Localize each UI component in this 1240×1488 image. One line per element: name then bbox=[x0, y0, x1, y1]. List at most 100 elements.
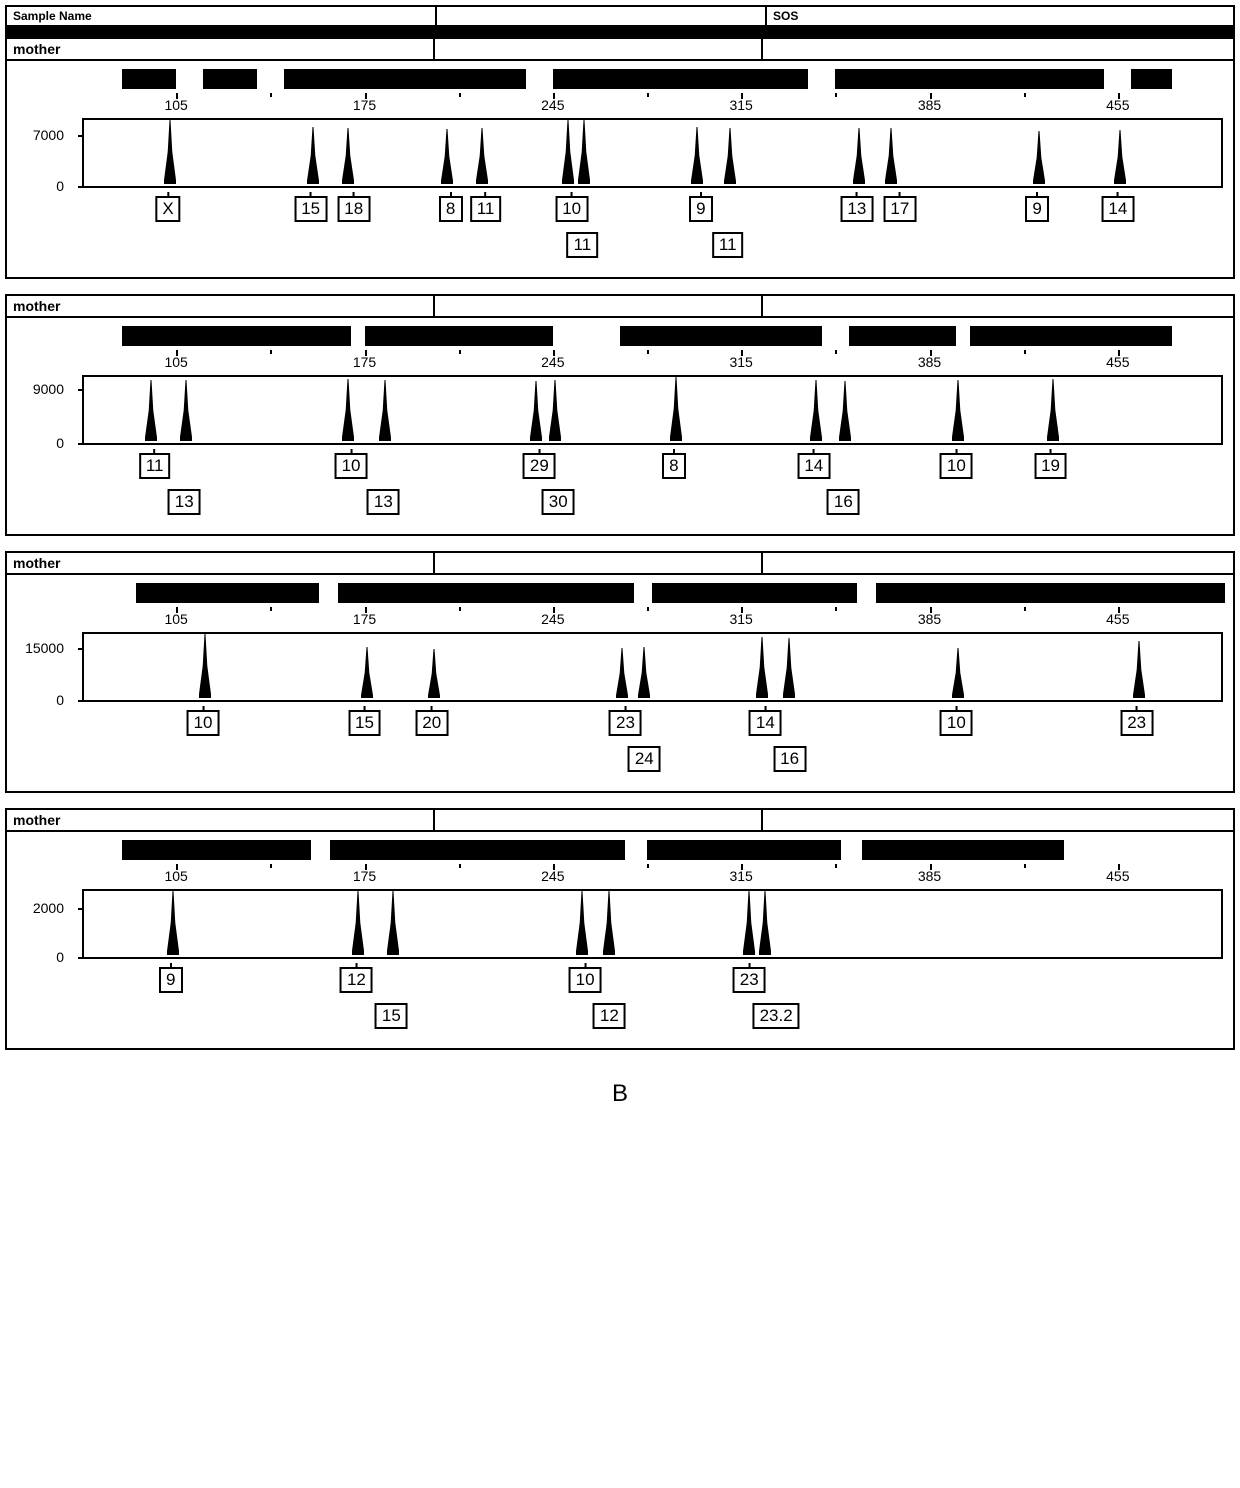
x-axis: 105175245315385455 bbox=[82, 350, 1223, 375]
x-tick-label: 105 bbox=[164, 611, 187, 627]
allele-call: 30 bbox=[542, 489, 575, 515]
x-tick-label: 455 bbox=[1106, 354, 1129, 370]
peak bbox=[616, 648, 628, 698]
y-tick-label: 2000 bbox=[33, 900, 64, 916]
allele-call: 19 bbox=[1034, 453, 1067, 479]
allele-call: 10 bbox=[940, 453, 973, 479]
peak bbox=[603, 891, 615, 955]
allele-call: 23 bbox=[609, 710, 642, 736]
allele-call: X bbox=[155, 196, 180, 222]
allele-call: 11 bbox=[567, 232, 599, 258]
allele-call: 10 bbox=[555, 196, 588, 222]
panel-header: mother bbox=[7, 810, 1233, 832]
allele-call: 14 bbox=[797, 453, 830, 479]
locus-bar bbox=[835, 69, 1104, 89]
peak bbox=[691, 127, 703, 184]
x-tick-label: 105 bbox=[164, 97, 187, 113]
electropherogram-panel: mother10517524531538545507000X1518811109… bbox=[5, 37, 1235, 279]
x-tick-label: 315 bbox=[729, 868, 752, 884]
electropherogram-panel: mother1051752453153854550200091210231512… bbox=[5, 808, 1235, 1050]
x-tick-label: 105 bbox=[164, 354, 187, 370]
allele-calls-row1: 1110298141019 bbox=[82, 447, 1223, 487]
allele-call: 11 bbox=[712, 232, 744, 258]
peak bbox=[1033, 131, 1045, 184]
allele-call: 8 bbox=[439, 196, 463, 222]
peak bbox=[361, 647, 373, 698]
allele-call: 15 bbox=[375, 1003, 408, 1029]
peak bbox=[549, 380, 561, 441]
locus-bar bbox=[284, 69, 526, 89]
x-tick-label: 175 bbox=[353, 354, 376, 370]
locus-bar bbox=[136, 583, 319, 603]
allele-call: 23 bbox=[1120, 710, 1153, 736]
allele-calls-row1: 9121023 bbox=[82, 961, 1223, 1001]
locus-bars bbox=[82, 326, 1223, 348]
peak bbox=[839, 381, 851, 441]
y-tick-label: 15000 bbox=[25, 640, 64, 656]
allele-call: 16 bbox=[827, 489, 860, 515]
x-axis: 105175245315385455 bbox=[82, 93, 1223, 118]
peak bbox=[670, 377, 682, 441]
allele-call: 13 bbox=[367, 489, 400, 515]
chart-area: 105175245315385455020009121023151223.2 bbox=[82, 840, 1223, 1038]
allele-calls-row1: 10152023141023 bbox=[82, 704, 1223, 744]
plot-frame: 09000 bbox=[82, 375, 1223, 445]
peak bbox=[199, 634, 211, 698]
chart-area: 1051752453153854550150001015202314102324… bbox=[82, 583, 1223, 781]
y-tick-label: 0 bbox=[56, 949, 64, 965]
peak bbox=[352, 891, 364, 955]
chart-area: 1051752453153854550900011102981410191313… bbox=[82, 326, 1223, 524]
allele-call: 18 bbox=[337, 196, 370, 222]
allele-call: 13 bbox=[840, 196, 873, 222]
allele-call: 15 bbox=[348, 710, 381, 736]
peak bbox=[952, 648, 964, 698]
locus-bar bbox=[876, 583, 1226, 603]
allele-call: 23.2 bbox=[753, 1003, 800, 1029]
allele-call: 14 bbox=[1101, 196, 1134, 222]
peak bbox=[1114, 130, 1126, 184]
x-axis: 105175245315385455 bbox=[82, 607, 1223, 632]
x-tick-label: 245 bbox=[541, 611, 564, 627]
allele-call: 23 bbox=[733, 967, 766, 993]
locus-bar bbox=[553, 69, 809, 89]
allele-call: 11 bbox=[470, 196, 502, 222]
peak bbox=[387, 891, 399, 955]
x-tick-label: 315 bbox=[729, 611, 752, 627]
y-axis: 07000 bbox=[14, 120, 74, 186]
plot-frame: 015000 bbox=[82, 632, 1223, 702]
x-tick-label: 315 bbox=[729, 354, 752, 370]
locus-bar bbox=[122, 326, 351, 346]
y-tick-label: 0 bbox=[56, 435, 64, 451]
y-axis: 02000 bbox=[14, 891, 74, 957]
panel-sample-name: mother bbox=[7, 39, 435, 59]
peak bbox=[342, 379, 354, 441]
peak bbox=[576, 891, 588, 955]
locus-bar bbox=[647, 840, 841, 860]
peak bbox=[145, 380, 157, 441]
peak bbox=[379, 380, 391, 441]
allele-call: 14 bbox=[749, 710, 782, 736]
peak bbox=[578, 120, 590, 184]
allele-call: 8 bbox=[662, 453, 686, 479]
header-mid bbox=[437, 7, 767, 25]
peak bbox=[638, 647, 650, 698]
locus-bar bbox=[338, 583, 634, 603]
x-tick-label: 105 bbox=[164, 868, 187, 884]
allele-call: 10 bbox=[335, 453, 368, 479]
peak bbox=[810, 380, 822, 441]
sos-header: SOS bbox=[767, 7, 1233, 25]
peak bbox=[1133, 641, 1145, 698]
peak bbox=[1047, 379, 1059, 441]
locus-bar bbox=[862, 840, 1064, 860]
panel-sample-name: mother bbox=[7, 810, 435, 830]
sample-name-header: Sample Name bbox=[7, 7, 437, 25]
panel-sample-name: mother bbox=[7, 553, 435, 573]
x-tick-label: 385 bbox=[918, 868, 941, 884]
locus-bar bbox=[330, 840, 626, 860]
x-tick-label: 385 bbox=[918, 611, 941, 627]
peak bbox=[724, 128, 736, 184]
peak bbox=[428, 649, 440, 698]
peak bbox=[783, 638, 795, 698]
locus-bar bbox=[122, 840, 310, 860]
locus-bar bbox=[620, 326, 822, 346]
